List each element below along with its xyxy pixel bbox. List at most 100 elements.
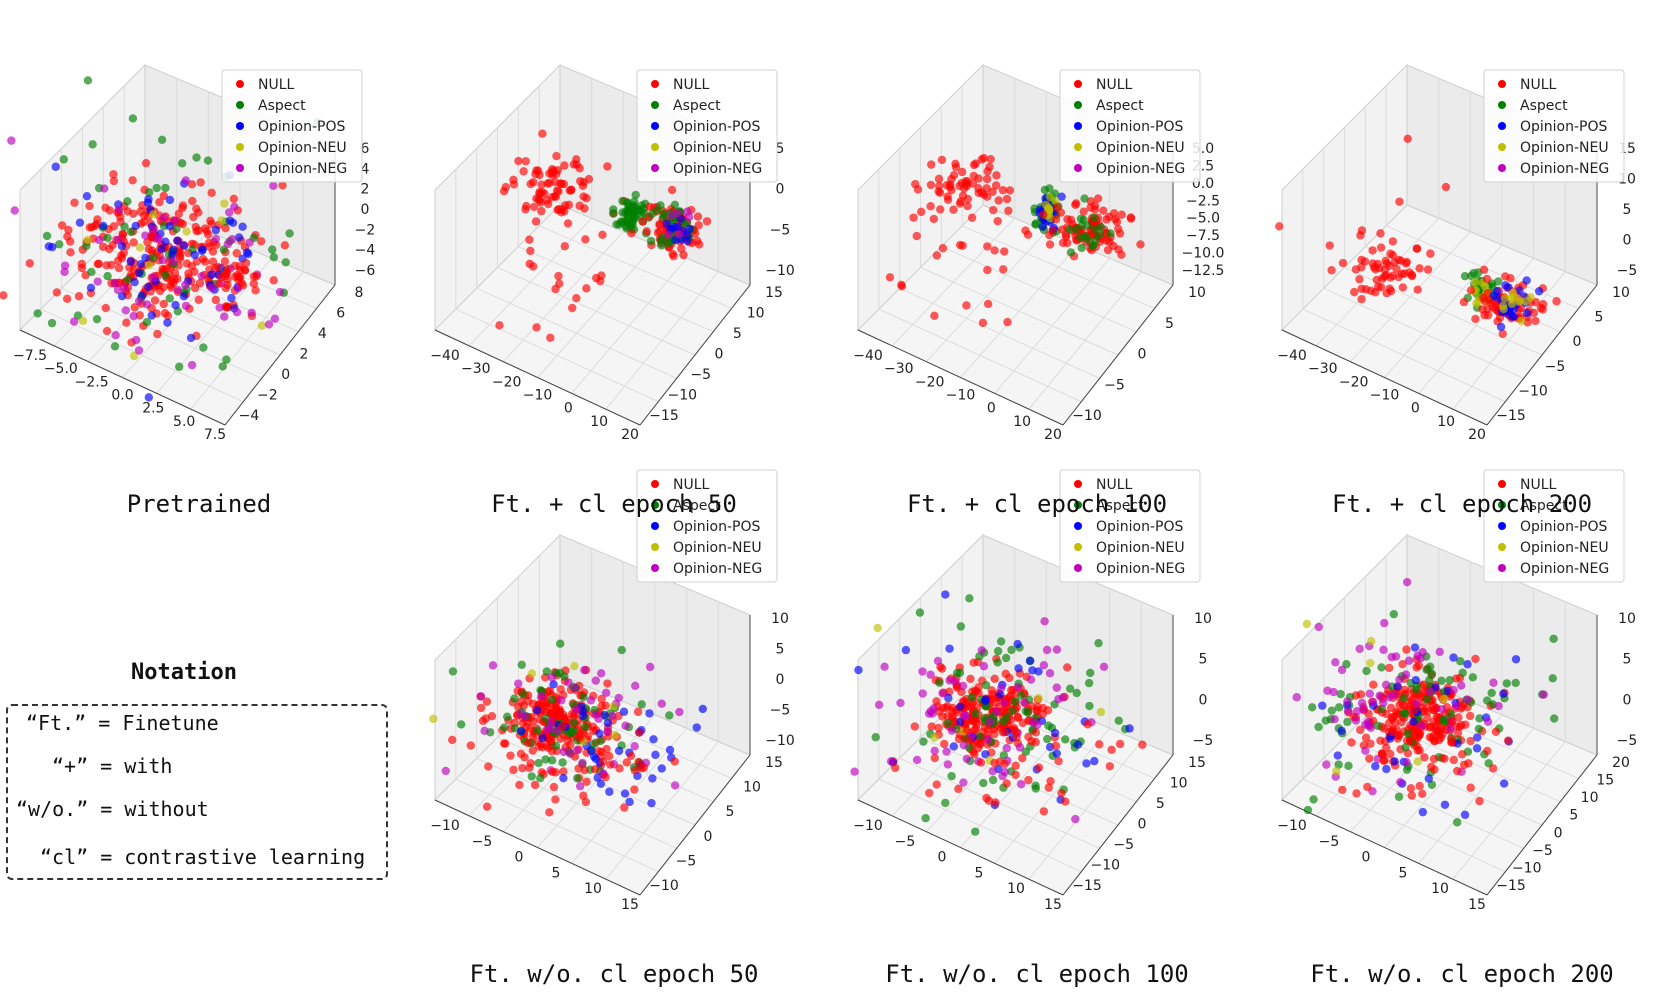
scatter-point bbox=[1042, 645, 1052, 655]
scatter-point bbox=[960, 711, 969, 720]
scatter-point bbox=[622, 758, 631, 767]
y-tick-label: −5 bbox=[1532, 843, 1553, 859]
scatter-point bbox=[549, 782, 559, 792]
scatter-point bbox=[66, 248, 75, 257]
scatter-point bbox=[1038, 222, 1048, 231]
x-tick-label: −30 bbox=[461, 361, 491, 377]
scatter-point bbox=[572, 155, 581, 164]
scatter-point bbox=[1302, 619, 1312, 629]
scatter-point bbox=[268, 245, 277, 254]
scatter-point bbox=[232, 249, 241, 258]
scatter-point bbox=[557, 696, 566, 705]
scatter-point bbox=[161, 183, 170, 193]
scatter-point bbox=[1446, 724, 1455, 733]
scatter-point bbox=[549, 680, 558, 689]
scatter-point bbox=[556, 685, 565, 694]
scatter-point bbox=[1459, 297, 1469, 307]
scatter-point bbox=[1365, 689, 1375, 698]
scatter-point bbox=[559, 773, 568, 783]
scatter-point bbox=[525, 724, 535, 733]
scatter-point bbox=[1470, 277, 1480, 287]
scatter-point bbox=[1330, 714, 1339, 724]
scatter-point bbox=[448, 667, 458, 676]
scatter-point bbox=[181, 301, 191, 311]
notation-line-without: “w/o.” = without bbox=[16, 797, 209, 821]
scatter-point bbox=[885, 273, 895, 282]
scatter-point bbox=[1076, 233, 1085, 242]
scatter-point bbox=[667, 185, 677, 195]
scatter-point bbox=[874, 700, 884, 710]
scatter-point bbox=[957, 167, 967, 177]
z-tick-label: −4 bbox=[355, 243, 376, 259]
scatter-point bbox=[525, 235, 534, 244]
scatter-point bbox=[994, 196, 1003, 205]
scatter-point bbox=[702, 217, 712, 226]
scatter-point bbox=[1043, 734, 1052, 744]
scatter-point bbox=[911, 179, 920, 189]
y-tick-label: 0 bbox=[715, 347, 724, 363]
scatter-point bbox=[1352, 707, 1362, 716]
scatter-point bbox=[144, 195, 153, 204]
scatter-point bbox=[617, 645, 626, 655]
scatter-point bbox=[187, 360, 197, 370]
x-axis bbox=[19, 329, 226, 426]
scatter-point bbox=[1117, 210, 1126, 219]
y-tick-label: 15 bbox=[1596, 773, 1614, 789]
scatter-point bbox=[247, 308, 256, 317]
scatter-point bbox=[117, 251, 126, 260]
scatter-point bbox=[1366, 286, 1376, 295]
scatter-point bbox=[547, 709, 556, 719]
scatter-point bbox=[943, 760, 953, 769]
legend-box bbox=[221, 69, 363, 183]
scatter-point bbox=[934, 723, 943, 733]
scatter-point bbox=[1463, 660, 1472, 669]
scatter-point bbox=[114, 205, 123, 215]
scatter-point bbox=[74, 292, 84, 301]
legend-label: Opinion-NEG bbox=[673, 561, 762, 577]
scatter-point bbox=[509, 180, 519, 189]
y-tick-label: −5 bbox=[1545, 359, 1566, 375]
scatter-point bbox=[99, 221, 108, 231]
scatter-point bbox=[1010, 697, 1020, 706]
scatter-point bbox=[559, 747, 568, 757]
scatter-point bbox=[537, 692, 546, 701]
scatter-point bbox=[649, 735, 658, 744]
scatter-point bbox=[1424, 774, 1433, 783]
scatter-point bbox=[1394, 255, 1403, 265]
scatter-point bbox=[141, 158, 151, 168]
scatter-point bbox=[1372, 275, 1381, 285]
legend-marker bbox=[1074, 122, 1082, 130]
scatter-point bbox=[163, 311, 172, 320]
scatter-point bbox=[1426, 722, 1436, 731]
scatter-point bbox=[969, 160, 979, 170]
scatter-point bbox=[1090, 201, 1100, 210]
y-tick-label: −10 bbox=[1518, 383, 1548, 399]
scatter-point bbox=[1496, 322, 1506, 332]
legend-marker bbox=[1498, 564, 1506, 572]
scatter-point bbox=[77, 263, 87, 273]
scatter-point bbox=[147, 311, 156, 320]
scatter-point bbox=[131, 221, 140, 231]
scatter-point bbox=[521, 157, 530, 166]
scatter-point bbox=[1468, 673, 1478, 682]
scatter-point bbox=[637, 700, 646, 709]
legend-marker bbox=[1074, 143, 1082, 151]
scatter-point bbox=[645, 709, 654, 718]
y-tick-label: 0 bbox=[281, 367, 290, 383]
scatter-point bbox=[1114, 716, 1123, 725]
scatter-point bbox=[683, 236, 692, 246]
z-tick-label: 10 bbox=[1194, 611, 1212, 627]
scatter-point bbox=[937, 155, 947, 165]
scatter-point bbox=[188, 196, 197, 206]
scatter-point bbox=[983, 242, 992, 251]
legend-label: Opinion-POS bbox=[1096, 119, 1184, 135]
scatter-point bbox=[983, 299, 993, 309]
caption-cl-epoch-50: Ft. + cl epoch 50 bbox=[491, 490, 737, 518]
scatter-point bbox=[1449, 685, 1458, 695]
scatter-point bbox=[168, 250, 177, 260]
scatter-point bbox=[578, 711, 588, 721]
scatter-point bbox=[220, 199, 229, 208]
scatter-point bbox=[1379, 698, 1388, 708]
scatter-point bbox=[930, 733, 939, 742]
scatter-point bbox=[1357, 284, 1366, 293]
